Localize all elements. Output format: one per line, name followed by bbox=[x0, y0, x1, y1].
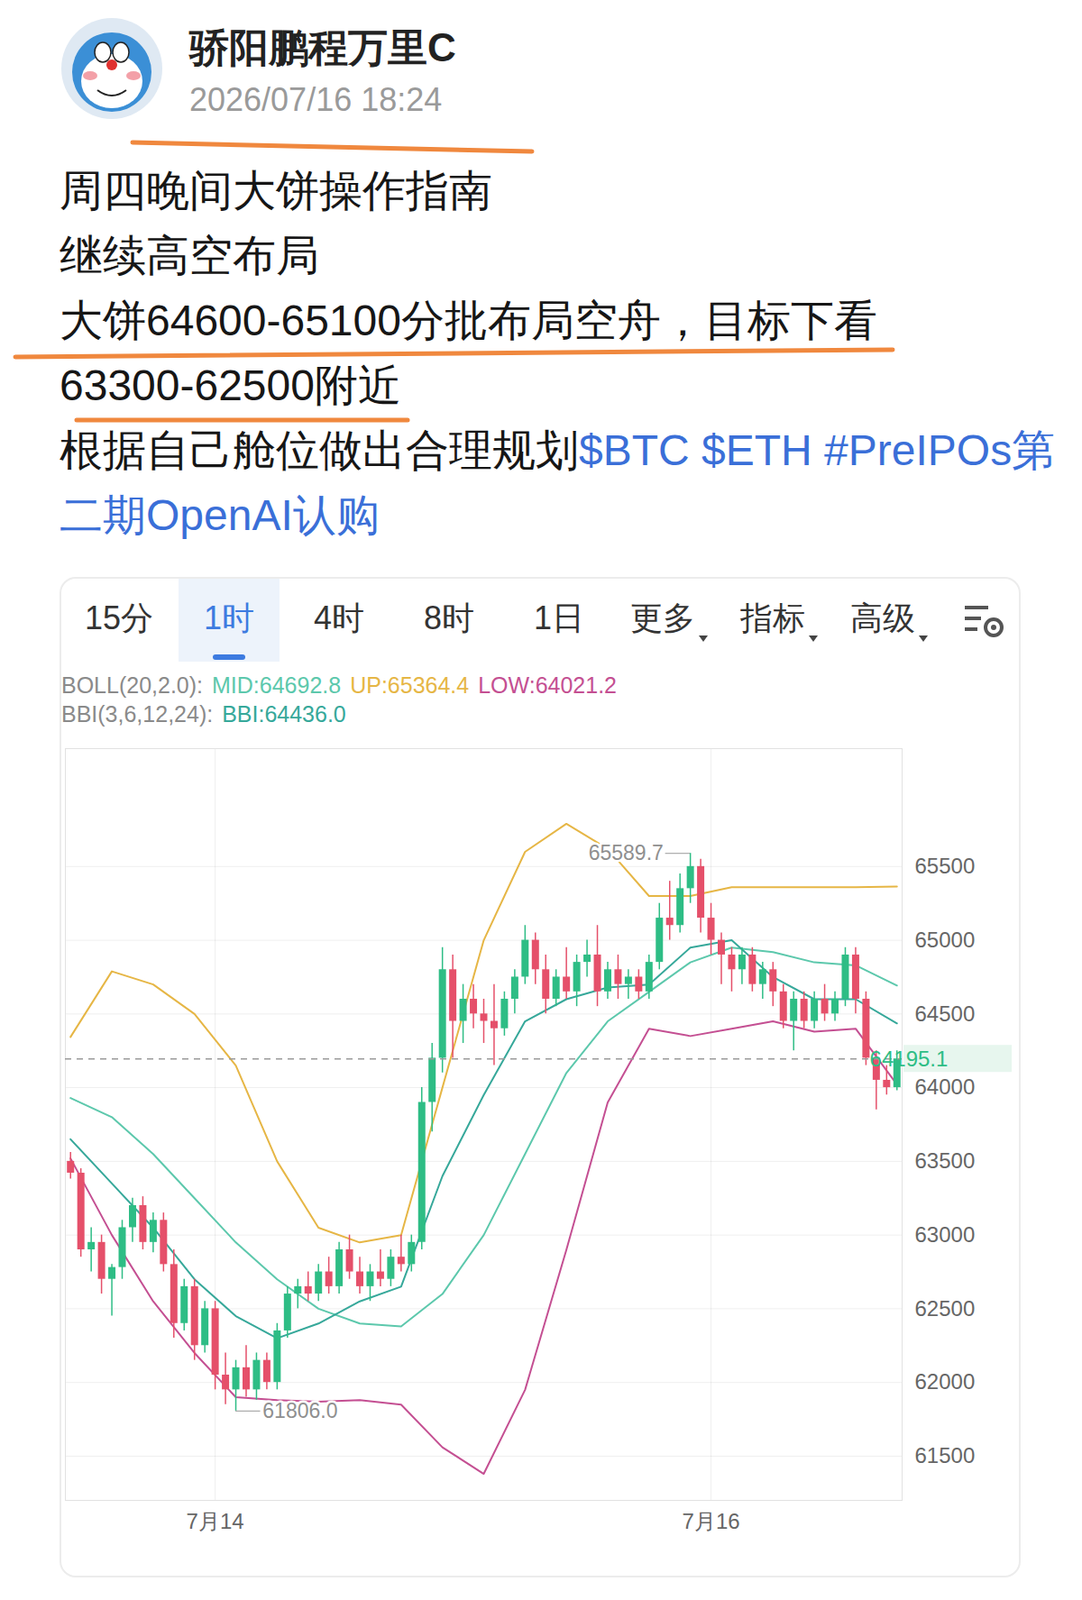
html-text:骄阳鹏程万里C: 骄阳鹏程万里C bbox=[189, 25, 457, 70]
html-text:4时: 4时 bbox=[313, 599, 365, 637]
html-text:8时: 8时 bbox=[423, 599, 475, 637]
html-text:2026/07/16 18:24: 2026/07/16 18:24 bbox=[189, 81, 443, 119]
html-text:63300-62500附近: 63300-62500附近 bbox=[59, 361, 402, 410]
svg-text:61806.0: 61806.0 bbox=[262, 1399, 338, 1423]
svg-text:64500: 64500 bbox=[915, 1001, 976, 1027]
svg-text:61500: 61500 bbox=[915, 1443, 976, 1468]
svg-text:65500: 65500 bbox=[915, 853, 976, 879]
html-text:指标: 指标 bbox=[740, 599, 806, 637]
svg-text:63000: 63000 bbox=[915, 1222, 976, 1248]
html-text:继续高空布局: 继续高空布局 bbox=[59, 231, 320, 280]
html-text:高级: 高级 bbox=[850, 599, 916, 637]
html-text:大饼64600-65100分批布局空舟，目标下看: 大饼64600-65100分批布局空舟，目标下看 bbox=[59, 296, 878, 345]
svg-text:64195.1: 64195.1 bbox=[870, 1046, 949, 1072]
svg-text:65000: 65000 bbox=[915, 927, 976, 953]
html-text:1时: 1时 bbox=[203, 599, 255, 637]
html-text:15分: 15分 bbox=[84, 599, 154, 637]
svg-text:62500: 62500 bbox=[915, 1296, 976, 1321]
svg-text:7月14: 7月14 bbox=[186, 1509, 245, 1534]
svg-text:63500: 63500 bbox=[915, 1148, 976, 1174]
html-text:更多: 更多 bbox=[630, 599, 696, 637]
html-text:BOLL(20,2.0): MID:64692.8 UP:6: BOLL(20,2.0): MID:64692.8 UP:65364.4 LOW… bbox=[61, 672, 617, 698]
svg-text:7月16: 7月16 bbox=[682, 1509, 741, 1534]
svg-text:64000: 64000 bbox=[915, 1074, 976, 1100]
html-text:根据自己舱位做出合理规划$BTC $ETH #PreIPOs: 根据自己舱位做出合理规划$BTC $ETH #PreIPOs第二期OpenAI认… bbox=[59, 426, 1056, 540]
svg-text:65589.7: 65589.7 bbox=[588, 841, 664, 865]
html-text:周四晚间大饼操作指南: 周四晚间大饼操作指南 bbox=[59, 166, 493, 215]
svg-text:62000: 62000 bbox=[915, 1369, 976, 1394]
html-text:BBI(3,6,12,24): BBI:64436.0: BBI(3,6,12,24): BBI:64436.0 bbox=[61, 701, 347, 727]
html-text:1日: 1日 bbox=[533, 599, 585, 637]
